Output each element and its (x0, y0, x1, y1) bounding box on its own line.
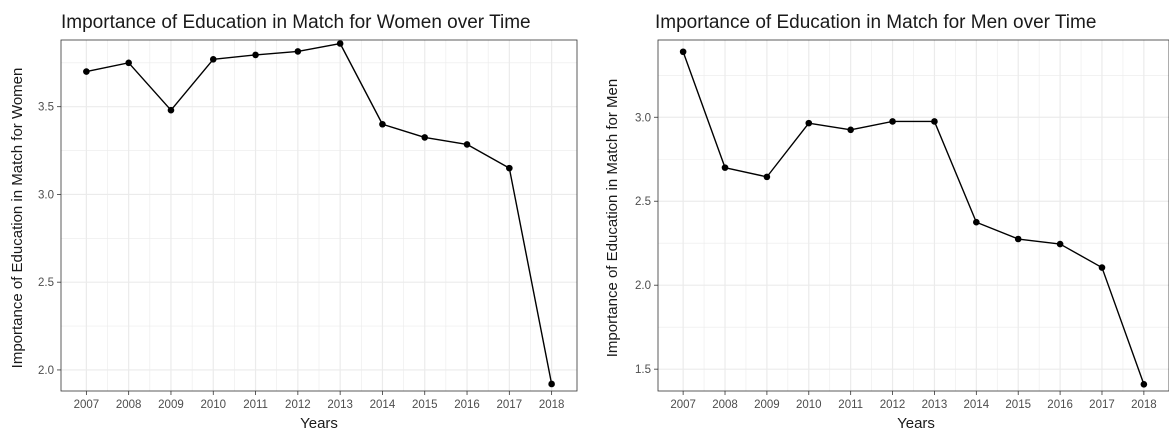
x-tick-label: 2012 (880, 399, 906, 411)
y-tick-label: 2.0 (635, 280, 651, 292)
data-point (294, 48, 302, 55)
x-tick-label: 2008 (116, 399, 142, 411)
x-tick-label: 2007 (74, 399, 100, 411)
data-point (1098, 264, 1106, 271)
x-tick-label: 2010 (796, 399, 822, 411)
y-tick-label: 3.5 (38, 102, 54, 114)
series-line (86, 42, 553, 385)
data-point (1056, 240, 1064, 248)
x-tick-label: 2018 (1131, 399, 1157, 411)
y-tick-label: 2.5 (635, 196, 651, 208)
x-tick-labels: 2007 2008 2009 2010 2011 2012 2013 2014 2015 2016… (670, 391, 1157, 411)
data-point (973, 218, 980, 226)
data-point (1014, 235, 1022, 243)
data-point (721, 164, 729, 171)
data-point (463, 141, 471, 148)
x-tick-label: 2007 (670, 399, 696, 411)
x-tick-label: 2009 (754, 399, 780, 411)
data-point (805, 119, 813, 127)
chart-title: Importance of Education in Match for Wom… (61, 12, 531, 33)
x-tick-label: 2016 (1047, 399, 1073, 411)
y-tick-label: 3.0 (38, 189, 54, 201)
grid-lines (61, 40, 577, 391)
x-tick-label: 2015 (412, 399, 438, 411)
y-axis-label: Importance of Education in Match for Wom… (9, 68, 26, 369)
data-points (679, 48, 1148, 388)
series-line (682, 51, 1145, 385)
x-tick-label: 2009 (158, 399, 184, 411)
y-tick-labels: 2.0 2.5 3.0 3.5 (38, 102, 61, 377)
x-tick-label: 2016 (454, 399, 480, 411)
data-point (847, 126, 854, 134)
x-tick-label: 2014 (964, 399, 990, 411)
data-point (548, 380, 555, 388)
data-point (167, 106, 175, 114)
y-tick-label: 3.0 (635, 112, 651, 124)
x-tick-label: 2018 (539, 399, 565, 411)
x-tick-label: 2017 (497, 399, 523, 411)
data-point (379, 120, 386, 128)
x-axis-label: Years (300, 415, 338, 430)
panel-border (657, 39, 1169, 392)
data-point (889, 118, 896, 125)
y-tick-labels: 1.5 2.0 2.5 3.0 (635, 112, 658, 376)
x-tick-label: 2008 (712, 399, 738, 411)
y-axis-label: Importance of Education in Match for Men (604, 79, 621, 357)
chart-title: Importance of Education in Match for Men… (655, 12, 1096, 33)
x-tick-label: 2011 (243, 399, 268, 411)
y-tick-label: 1.5 (635, 364, 651, 376)
series-line-layer (682, 51, 1145, 385)
x-tick-label: 2013 (327, 399, 353, 411)
data-point (336, 40, 344, 47)
x-tick-label: 2012 (285, 399, 311, 411)
data-point (679, 48, 687, 56)
data-point (125, 59, 132, 67)
y-tick-label: 2.5 (38, 277, 54, 289)
data-point (1140, 380, 1148, 388)
data-points (83, 40, 555, 388)
data-point (252, 51, 259, 59)
data-point (209, 56, 217, 63)
x-tick-label: 2010 (200, 399, 226, 411)
data-point (506, 164, 513, 172)
x-tick-label: 2017 (1089, 399, 1115, 411)
x-tick-labels: 2007 2008 2009 2010 2011 2012 2013 2014 2015 2016… (74, 391, 565, 411)
y-tick-label: 2.0 (38, 365, 54, 377)
chart-men: Importance of Education in Match for Men… (604, 12, 1169, 430)
data-point (421, 134, 429, 141)
x-tick-label: 2015 (1005, 399, 1031, 411)
x-tick-label: 2014 (370, 399, 396, 411)
chart-women: Importance of Education in Match for Wom… (9, 12, 578, 430)
x-axis-label: Years (897, 415, 935, 430)
grid-lines (658, 40, 1169, 391)
x-tick-label: 2013 (922, 399, 948, 411)
data-point (83, 68, 90, 75)
data-point (763, 173, 771, 181)
data-point (931, 118, 938, 125)
x-tick-label: 2011 (838, 399, 863, 411)
panel-border (60, 39, 578, 392)
series-line-layer (86, 42, 553, 385)
